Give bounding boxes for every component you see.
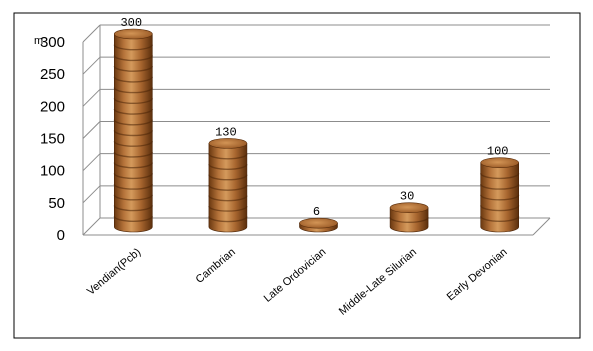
y-tick-label: 150 (40, 131, 65, 148)
bar (113, 28, 153, 233)
y-tick-label: 0 (57, 227, 65, 244)
y-tick-label: 300 (40, 34, 65, 51)
bars (113, 28, 520, 233)
bar (208, 138, 248, 233)
x-category-label: Middle-Late Silurian (337, 246, 419, 318)
data-label: 300 (120, 16, 142, 30)
data-labels: 300 130 6 30 100 (120, 16, 508, 219)
y-tick-label: 50 (48, 195, 65, 212)
gridline-side (82, 88, 101, 107)
floor-right (532, 217, 551, 236)
data-label: 100 (487, 145, 509, 159)
x-category-label: Vendian(Pcb) (85, 246, 143, 298)
y-tick-label: 200 (40, 98, 65, 115)
gridline-side (82, 153, 101, 172)
bar (480, 157, 520, 233)
x-axis: Vendian(Pcb) Cambrian Late Ordovician Middl… (85, 246, 510, 318)
y-axis: 0 50 100 150 200 250 300 (40, 34, 65, 244)
data-label: 130 (215, 125, 237, 139)
gridline-side (82, 185, 101, 204)
grid (82, 24, 551, 236)
gridline-side (82, 217, 101, 236)
chart-border (13, 12, 581, 339)
data-label: 6 (313, 205, 320, 219)
bar (389, 202, 429, 233)
x-category-label: Early Devonian (445, 246, 510, 303)
x-category-label: Cambrian (194, 246, 238, 286)
x-category-label: Late Ordovician (262, 246, 329, 305)
data-label: 30 (400, 190, 414, 204)
bar (299, 217, 338, 233)
gridline-side (82, 56, 101, 75)
gridline-side (82, 24, 101, 43)
y-axis-unit-label: m (34, 35, 43, 47)
gridline-side (82, 121, 101, 139)
y-tick-label: 250 (40, 66, 65, 83)
y-tick-label: 100 (40, 163, 65, 180)
